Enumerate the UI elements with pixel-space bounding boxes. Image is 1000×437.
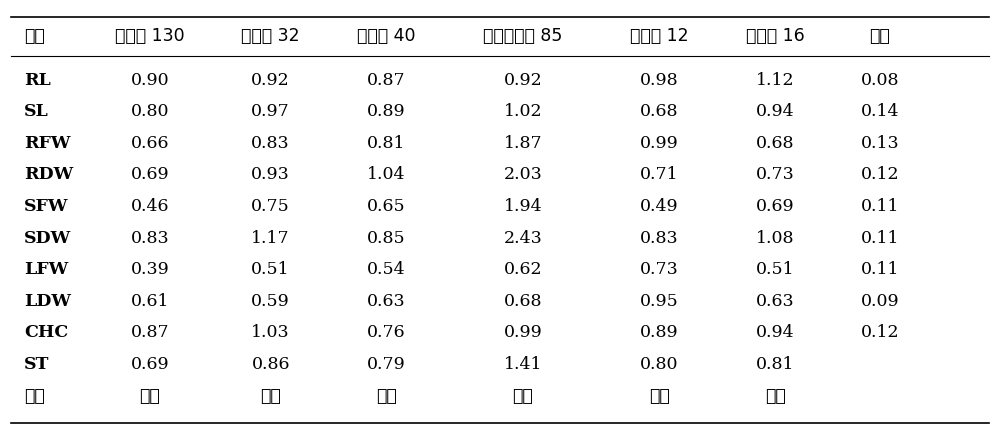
Text: 0.83: 0.83 bbox=[640, 229, 679, 246]
Text: 0.11: 0.11 bbox=[861, 198, 899, 215]
Text: 0.90: 0.90 bbox=[131, 72, 169, 89]
Text: 0.11: 0.11 bbox=[861, 261, 899, 278]
Text: 阔叶棉 32: 阔叶棉 32 bbox=[241, 27, 300, 45]
Text: LDW: LDW bbox=[24, 293, 71, 310]
Text: 0.54: 0.54 bbox=[367, 261, 406, 278]
Text: 0.89: 0.89 bbox=[640, 324, 679, 341]
Text: 1.87: 1.87 bbox=[504, 135, 542, 152]
Text: 0.76: 0.76 bbox=[367, 324, 406, 341]
Text: 0.63: 0.63 bbox=[367, 293, 406, 310]
Text: 0.94: 0.94 bbox=[756, 324, 795, 341]
Text: 0.69: 0.69 bbox=[131, 356, 169, 373]
Text: 敏盐: 敏盐 bbox=[376, 387, 397, 405]
Text: 0.86: 0.86 bbox=[251, 356, 290, 373]
Text: 抗性: 抗性 bbox=[24, 387, 45, 405]
Text: 0.71: 0.71 bbox=[640, 166, 679, 184]
Text: 0.12: 0.12 bbox=[861, 166, 899, 184]
Text: 0.63: 0.63 bbox=[756, 293, 795, 310]
Text: 1.17: 1.17 bbox=[251, 229, 290, 246]
Text: 0.51: 0.51 bbox=[251, 261, 290, 278]
Text: 0.61: 0.61 bbox=[131, 293, 169, 310]
Text: 0.80: 0.80 bbox=[131, 103, 169, 120]
Text: 0.73: 0.73 bbox=[756, 166, 795, 184]
Text: 0.92: 0.92 bbox=[504, 72, 542, 89]
Text: 0.83: 0.83 bbox=[251, 135, 290, 152]
Text: 0.81: 0.81 bbox=[756, 356, 794, 373]
Text: 0.59: 0.59 bbox=[251, 293, 290, 310]
Text: CHC: CHC bbox=[24, 324, 69, 341]
Text: 0.13: 0.13 bbox=[861, 135, 899, 152]
Text: 0.68: 0.68 bbox=[756, 135, 794, 152]
Text: 0.68: 0.68 bbox=[640, 103, 679, 120]
Text: 阔叶棉 40: 阔叶棉 40 bbox=[357, 27, 416, 45]
Text: ST: ST bbox=[24, 356, 50, 373]
Text: 0.95: 0.95 bbox=[640, 293, 679, 310]
Text: 1.08: 1.08 bbox=[756, 229, 794, 246]
Text: 0.46: 0.46 bbox=[131, 198, 169, 215]
Text: 1.41: 1.41 bbox=[504, 356, 542, 373]
Text: 0.12: 0.12 bbox=[861, 324, 899, 341]
Text: 0.69: 0.69 bbox=[131, 166, 169, 184]
Text: SL: SL bbox=[24, 103, 49, 120]
Text: 1.03: 1.03 bbox=[251, 324, 290, 341]
Text: RL: RL bbox=[24, 72, 51, 89]
Text: 1.12: 1.12 bbox=[756, 72, 795, 89]
Text: 敏盐: 敏盐 bbox=[140, 387, 160, 405]
Text: 0.85: 0.85 bbox=[367, 229, 406, 246]
Text: 中棉所 12: 中棉所 12 bbox=[630, 27, 689, 45]
Text: 0.69: 0.69 bbox=[756, 198, 795, 215]
Text: 0.99: 0.99 bbox=[640, 135, 679, 152]
Text: 0.83: 0.83 bbox=[131, 229, 169, 246]
Text: 0.94: 0.94 bbox=[756, 103, 795, 120]
Text: 1.02: 1.02 bbox=[504, 103, 542, 120]
Text: 0.68: 0.68 bbox=[504, 293, 542, 310]
Text: 0.66: 0.66 bbox=[131, 135, 169, 152]
Text: 0.65: 0.65 bbox=[367, 198, 406, 215]
Text: 阔叶棉 130: 阔叶棉 130 bbox=[115, 27, 185, 45]
Text: 中棉所 16: 中棉所 16 bbox=[746, 27, 805, 45]
Text: 权重: 权重 bbox=[870, 27, 890, 45]
Text: 0.89: 0.89 bbox=[367, 103, 406, 120]
Text: 0.09: 0.09 bbox=[861, 293, 899, 310]
Text: 耐盐: 耐盐 bbox=[260, 387, 281, 405]
Text: 1.04: 1.04 bbox=[367, 166, 406, 184]
Text: 1.94: 1.94 bbox=[504, 198, 542, 215]
Text: 0.79: 0.79 bbox=[367, 356, 406, 373]
Text: SFW: SFW bbox=[24, 198, 69, 215]
Text: 0.93: 0.93 bbox=[251, 166, 290, 184]
Text: 0.87: 0.87 bbox=[131, 324, 169, 341]
Text: 0.99: 0.99 bbox=[504, 324, 542, 341]
Text: 2.43: 2.43 bbox=[504, 229, 542, 246]
Text: 0.11: 0.11 bbox=[861, 229, 899, 246]
Text: 耐盐: 耐盐 bbox=[513, 387, 533, 405]
Text: 0.39: 0.39 bbox=[131, 261, 169, 278]
Text: 0.81: 0.81 bbox=[367, 135, 406, 152]
Text: RDW: RDW bbox=[24, 166, 74, 184]
Text: 0.14: 0.14 bbox=[861, 103, 899, 120]
Text: 0.80: 0.80 bbox=[640, 356, 679, 373]
Text: SDW: SDW bbox=[24, 229, 72, 246]
Text: 0.75: 0.75 bbox=[251, 198, 290, 215]
Text: 指标: 指标 bbox=[24, 27, 45, 45]
Text: 0.62: 0.62 bbox=[504, 261, 542, 278]
Text: 0.51: 0.51 bbox=[756, 261, 795, 278]
Text: 0.98: 0.98 bbox=[640, 72, 679, 89]
Text: 0.49: 0.49 bbox=[640, 198, 679, 215]
Text: 敏盐: 敏盐 bbox=[649, 387, 670, 405]
Text: 2.03: 2.03 bbox=[504, 166, 542, 184]
Text: 0.87: 0.87 bbox=[367, 72, 406, 89]
Text: 0.73: 0.73 bbox=[640, 261, 679, 278]
Text: 0.92: 0.92 bbox=[251, 72, 290, 89]
Text: 玛丽加郎特 85: 玛丽加郎特 85 bbox=[483, 27, 563, 45]
Text: 耐盐: 耐盐 bbox=[765, 387, 786, 405]
Text: RFW: RFW bbox=[24, 135, 71, 152]
Text: 0.97: 0.97 bbox=[251, 103, 290, 120]
Text: 0.08: 0.08 bbox=[861, 72, 899, 89]
Text: LFW: LFW bbox=[24, 261, 69, 278]
